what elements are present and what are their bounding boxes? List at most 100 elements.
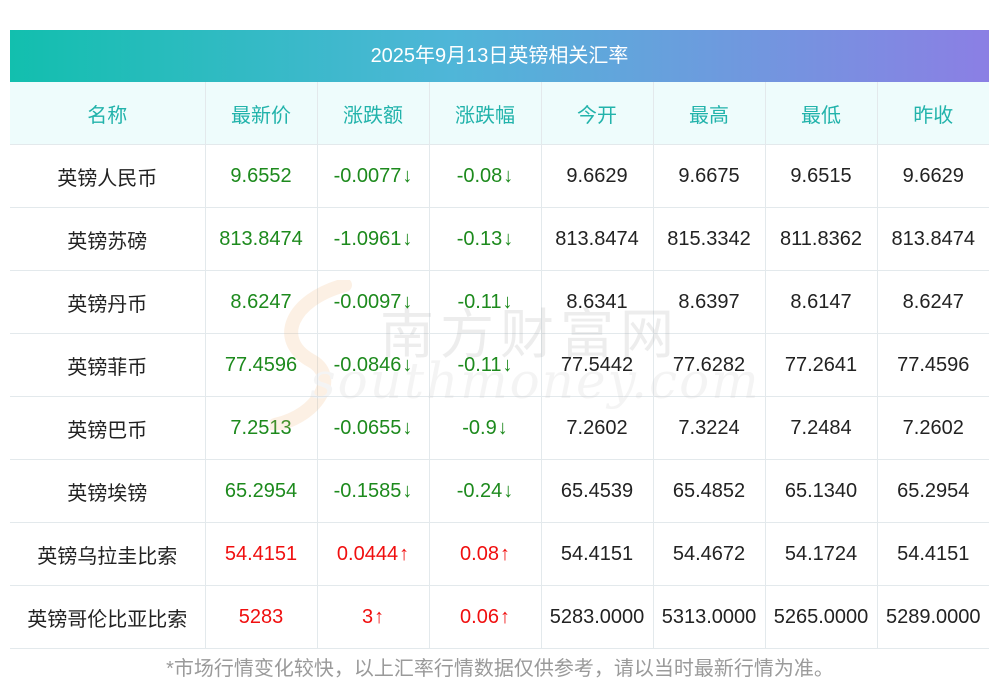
arrow-down-icon: ↓ (503, 164, 514, 187)
cell-high: 5313.0000 (653, 585, 766, 649)
cell-prev-close-value: 77.4596 (897, 353, 970, 376)
cell-change-pct-value: 0.08 (460, 542, 499, 565)
arrow-down-icon: ↓ (402, 479, 413, 502)
cell-low-value: 811.8362 (780, 227, 862, 250)
arrow-down-icon: ↓ (503, 227, 514, 250)
rate-panel: 2025年9月13日英镑相关汇率 名称 最新价 涨跌额 涨跌幅 今开 最高 最低… (10, 30, 989, 649)
cell-low: 77.2641 (765, 333, 878, 397)
cell-prev-close: 65.2954 (877, 459, 989, 523)
cell-change: 0.0444↑ (317, 522, 430, 586)
cell-change-pct: -0.11↓ (429, 270, 542, 334)
cell-latest-value: 8.6247 (230, 290, 292, 313)
header-name: 名称 (10, 82, 206, 145)
cell-change: -0.0655↓ (317, 396, 430, 460)
table-title: 2025年9月13日英镑相关汇率 (10, 30, 989, 82)
cell-open: 77.5442 (541, 333, 654, 397)
cell-prev-close: 9.6629 (877, 144, 989, 208)
cell-change-pct: -0.08↓ (429, 144, 542, 208)
table-row: 英镑埃镑 65.2954 -0.1585↓ -0.24↓ 65.4539 65.4852 6… (10, 459, 989, 523)
cell-high: 9.6675 (653, 144, 766, 208)
table-row: 英镑人民币 9.6552 -0.0077↓ -0.08↓ 9.6629 9.6675 9.6… (10, 144, 989, 208)
cell-latest-value: 77.4596 (224, 353, 298, 376)
cell-high: 815.3342 (653, 207, 766, 271)
cell-name-value: 英镑乌拉圭比索 (37, 545, 178, 568)
cell-open: 813.8474 (541, 207, 654, 271)
arrow-up-icon: ↑ (374, 605, 385, 628)
cell-change-pct: 0.08↑ (429, 522, 542, 586)
cell-open-value: 65.4539 (560, 479, 634, 502)
cell-prev-close-value: 8.6247 (902, 290, 964, 313)
cell-latest-value: 54.4151 (224, 542, 298, 565)
cell-change-value: 3 (361, 605, 374, 628)
cell-name: 英镑乌拉圭比索 (10, 522, 206, 586)
cell-high-value: 9.6675 (678, 164, 740, 187)
cell-name: 英镑苏磅 (10, 207, 206, 271)
rate-table: 名称 最新价 涨跌额 涨跌幅 今开 最高 最低 昨收 英镑人民币 9.6552 -0… (10, 82, 989, 649)
cell-prev-close-value: 65.2954 (897, 479, 970, 502)
cell-change-value: -0.0097 (333, 290, 402, 313)
cell-name: 英镑哥伦比亚比索 (10, 585, 206, 649)
cell-change-pct-value: -0.11 (457, 353, 502, 376)
table-row: 英镑菲币 77.4596 -0.0846↓ -0.11↓ 77.5442 77.6282 7… (10, 333, 989, 397)
cell-high-value: 5313.0000 (661, 605, 757, 628)
cell-latest: 65.2954 (205, 459, 318, 523)
cell-high: 8.6397 (653, 270, 766, 334)
cell-high-value: 815.3342 (667, 227, 751, 250)
cell-open-value: 813.8474 (555, 227, 639, 250)
arrow-down-icon: ↓ (402, 164, 413, 187)
header-low: 最低 (765, 82, 878, 145)
cell-latest-value: 813.8474 (219, 227, 303, 250)
cell-change-pct-value: -0.11 (457, 290, 502, 313)
cell-low: 7.2484 (765, 396, 878, 460)
cell-open-value: 9.6629 (566, 164, 628, 187)
cell-name-value: 英镑人民币 (57, 167, 158, 190)
cell-latest: 8.6247 (205, 270, 318, 334)
table-header-row: 名称 最新价 涨跌额 涨跌幅 今开 最高 最低 昨收 (10, 82, 989, 145)
table-row: 英镑巴币 7.2513 -0.0655↓ -0.9↓ 7.2602 7.3224 7.248… (10, 396, 989, 460)
cell-latest: 77.4596 (205, 333, 318, 397)
cell-open: 7.2602 (541, 396, 654, 460)
cell-low: 8.6147 (765, 270, 878, 334)
cell-low: 54.1724 (765, 522, 878, 586)
table-row: 英镑苏磅 813.8474 -1.0961↓ -0.13↓ 813.8474 815.33… (10, 207, 989, 271)
cell-open: 5283.0000 (541, 585, 654, 649)
cell-change-pct: -0.11↓ (429, 333, 542, 397)
cell-high-value: 65.4852 (672, 479, 746, 502)
cell-change-pct: 0.06↑ (429, 585, 542, 649)
cell-latest: 813.8474 (205, 207, 318, 271)
cell-latest: 5283 (205, 585, 318, 649)
header-latest: 最新价 (205, 82, 318, 145)
cell-name: 英镑埃镑 (10, 459, 206, 523)
cell-name: 英镑人民币 (10, 144, 206, 208)
cell-change: -0.1585↓ (317, 459, 430, 523)
cell-change-pct-value: -0.9 (462, 416, 497, 439)
cell-low-value: 65.1340 (784, 479, 858, 502)
cell-name-value: 英镑菲币 (67, 356, 148, 379)
cell-change-value: -0.0077 (333, 164, 402, 187)
cell-high-value: 7.3224 (678, 416, 740, 439)
footnote: *市场行情变化较快，以上汇率行情数据仅供参考，请以当时最新行情为准。 (166, 658, 834, 680)
cell-high: 77.6282 (653, 333, 766, 397)
cell-change-pct: -0.9↓ (429, 396, 542, 460)
cell-prev-close: 8.6247 (877, 270, 989, 334)
header-open: 今开 (541, 82, 654, 145)
header-change-pct: 涨跌幅 (429, 82, 542, 145)
arrow-down-icon: ↓ (502, 290, 513, 313)
cell-low: 811.8362 (765, 207, 878, 271)
cell-high-value: 54.4672 (672, 542, 746, 565)
cell-prev-close: 54.4151 (877, 522, 989, 586)
cell-change: -0.0846↓ (317, 333, 430, 397)
cell-change-value: -0.1585 (333, 479, 402, 502)
cell-open: 54.4151 (541, 522, 654, 586)
cell-low-value: 9.6515 (790, 164, 852, 187)
cell-latest-value: 9.6552 (230, 164, 292, 187)
cell-open: 8.6341 (541, 270, 654, 334)
cell-name: 英镑丹币 (10, 270, 206, 334)
table-row: 英镑丹币 8.6247 -0.0097↓ -0.11↓ 8.6341 8.6397 8.61… (10, 270, 989, 334)
cell-low: 9.6515 (765, 144, 878, 208)
cell-change-value: -0.0655 (333, 416, 402, 439)
cell-prev-close: 813.8474 (877, 207, 989, 271)
cell-change: -0.0097↓ (317, 270, 430, 334)
cell-latest: 54.4151 (205, 522, 318, 586)
cell-name: 英镑菲币 (10, 333, 206, 397)
